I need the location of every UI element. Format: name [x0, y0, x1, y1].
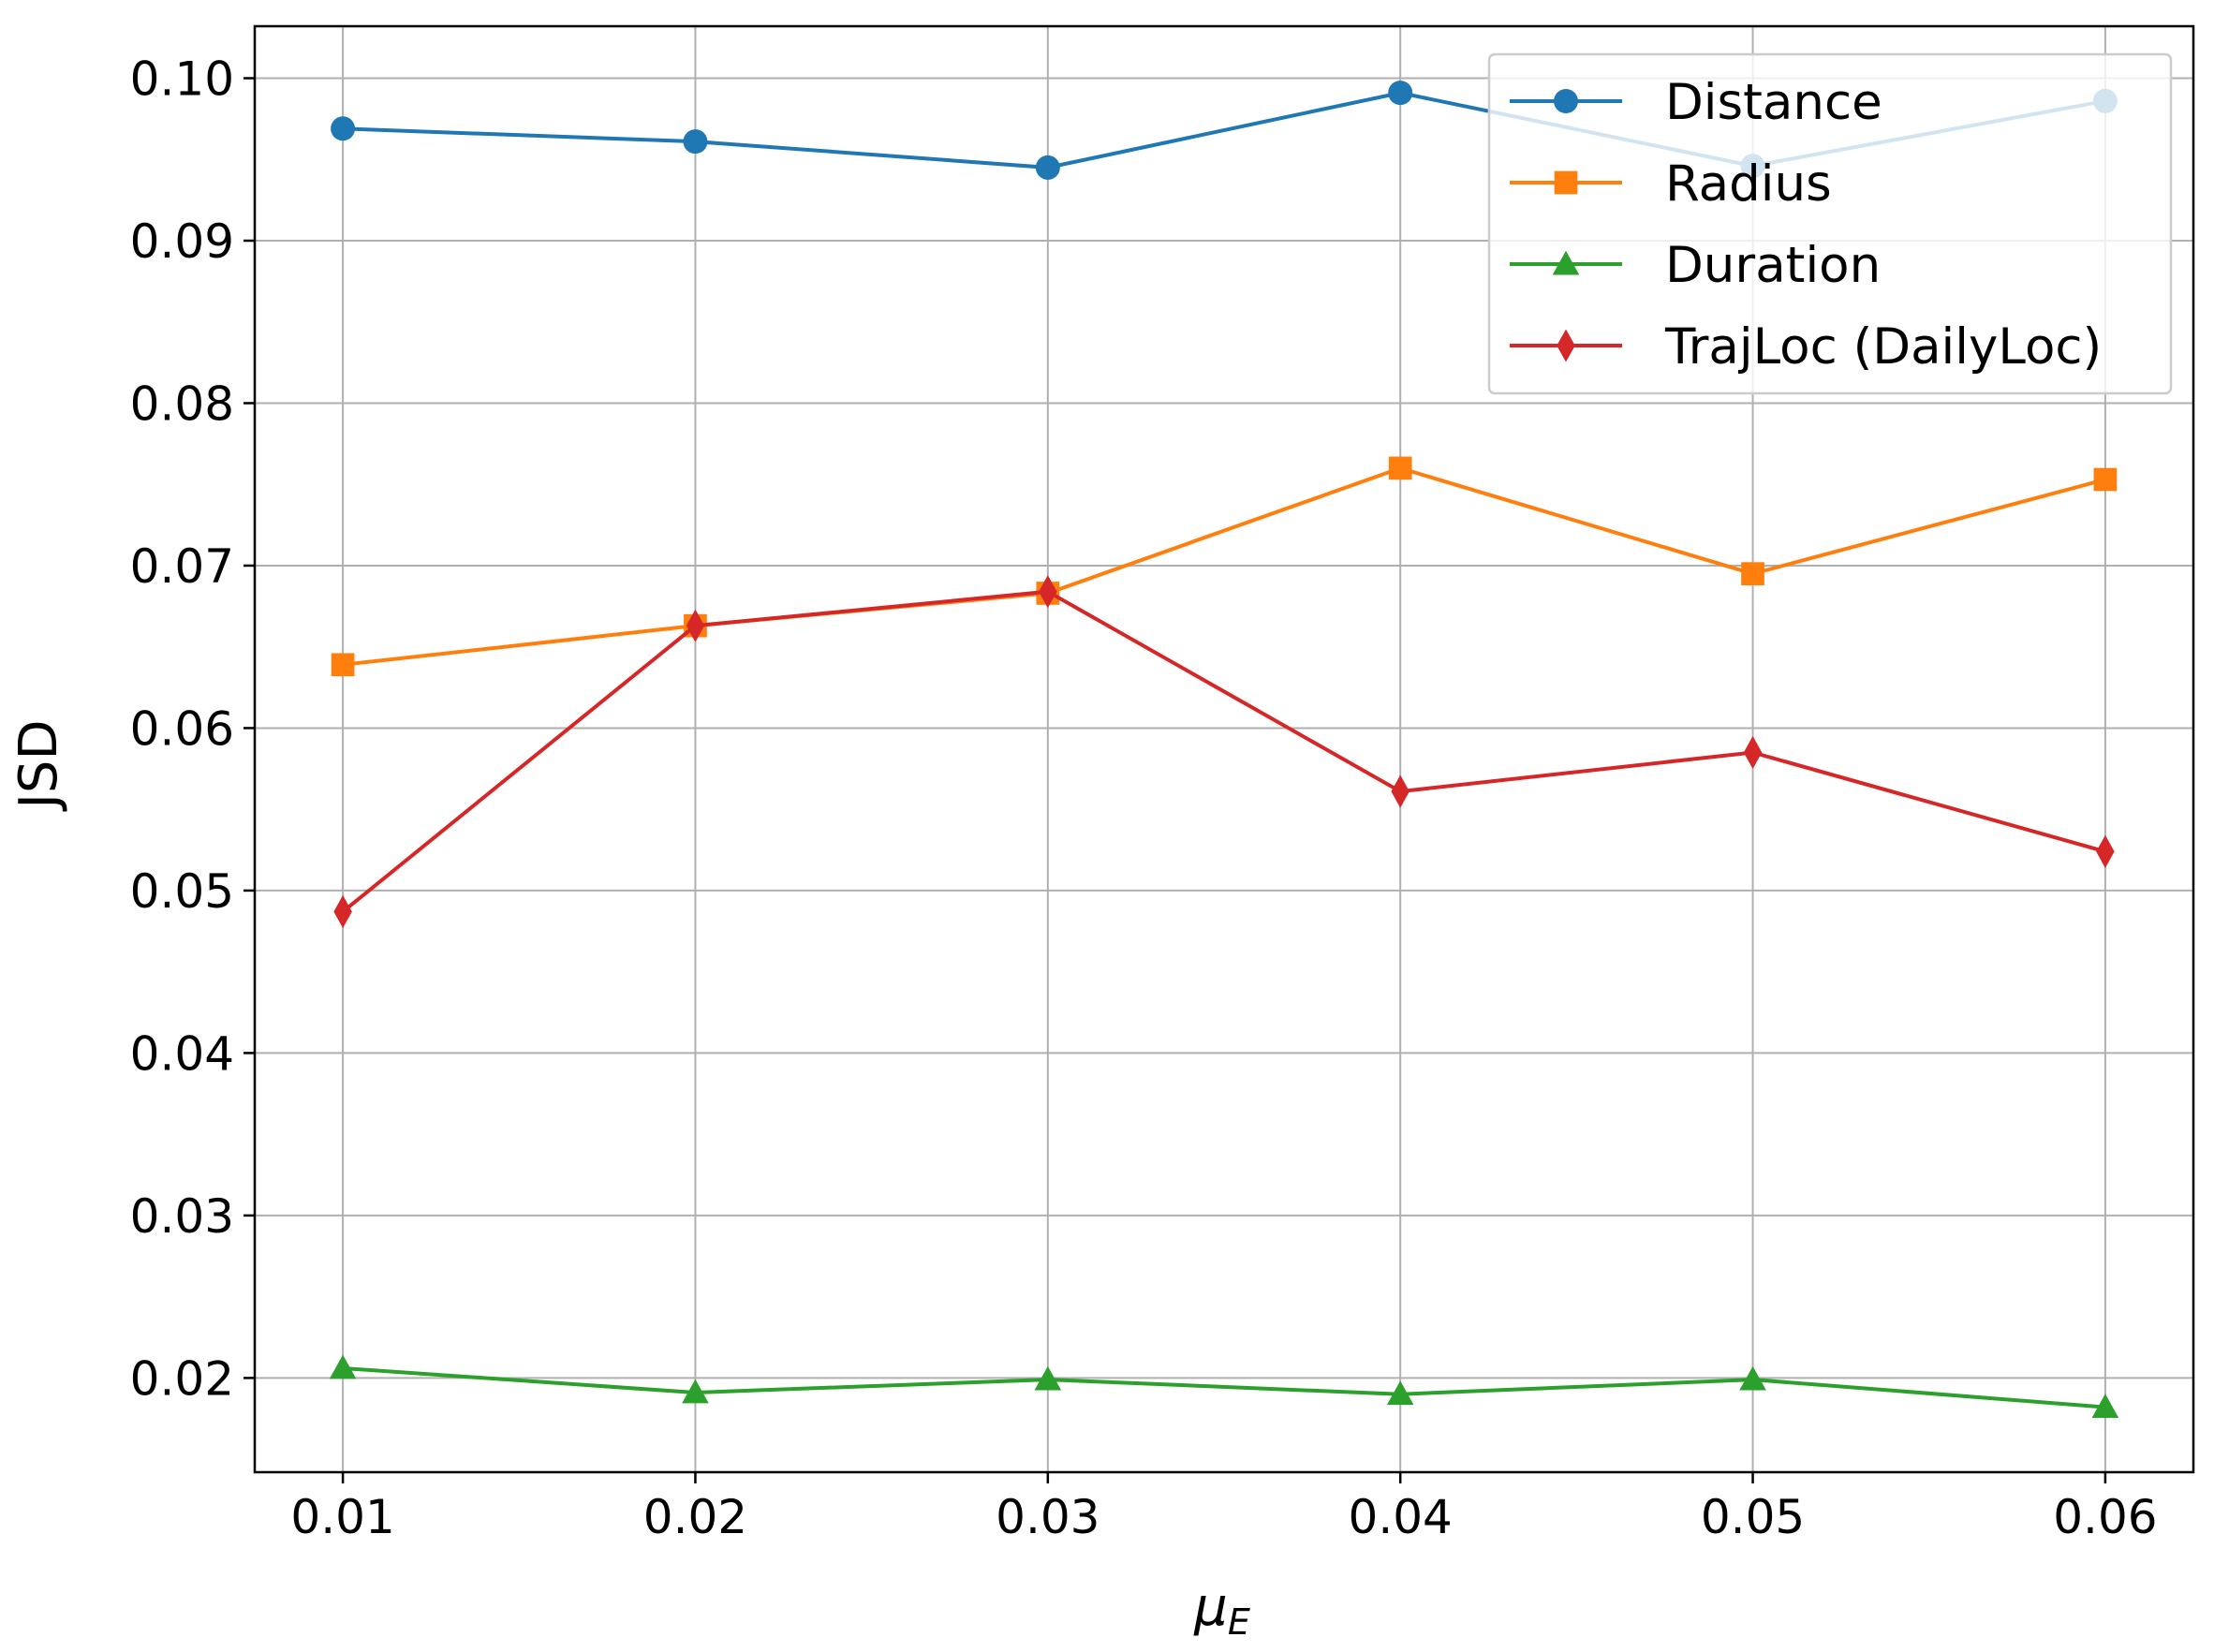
y-tick-label: 0.02	[130, 1351, 234, 1406]
x-tick-label: 0.06	[2053, 1490, 2157, 1544]
y-tick-label: 0.10	[130, 52, 234, 107]
data-point-distance	[1388, 81, 1413, 106]
data-point-trajloc-dailyloc	[686, 609, 705, 642]
axis-ticks: 0.01 0.02 0.03 0.04 0.05 0.06 0.02 0.03 0.04 0.05…	[130, 52, 2158, 1544]
legend-item-radius: Radius	[1510, 155, 1832, 213]
data-point-trajloc-dailyloc	[333, 894, 352, 929]
legend-label: TrajLoc (DailyLoc)	[1664, 318, 2102, 376]
x-axis-label: μE	[1193, 1577, 1250, 1643]
data-point-radius	[2093, 467, 2118, 492]
plot-frame	[253, 24, 2195, 1474]
data-point-radius	[1388, 456, 1412, 480]
legend-item-distance: Distance	[1510, 74, 1882, 131]
data-point-distance	[683, 129, 708, 155]
data-point-duration	[1739, 1365, 1766, 1391]
x-axis-label-symbol: μ	[1193, 1577, 1228, 1638]
x-axis-label-subscript: E	[1228, 1601, 1250, 1643]
y-tick-label: 0.05	[130, 864, 234, 919]
series-line-trajloc-dailyloc	[341, 589, 2106, 914]
y-tick-label: 0.04	[130, 1026, 234, 1081]
y-tick-label: 0.09	[130, 214, 234, 269]
legend-marker	[1552, 250, 1580, 275]
data-point-duration	[1386, 1380, 1414, 1406]
data-point-trajloc-dailyloc	[1039, 575, 1057, 609]
data-point-trajloc-dailyloc	[1743, 735, 1763, 770]
legend-box	[1487, 52, 2173, 395]
data-point-radius	[1741, 562, 1764, 585]
data-point-trajloc-dailyloc	[2096, 834, 2115, 868]
legend-item-duration: Duration	[1510, 237, 1881, 294]
y-tick-label: 0.08	[130, 376, 234, 431]
series-duration	[329, 1354, 2119, 1419]
series-line-duration	[342, 1365, 2106, 1409]
legend-marker	[1554, 89, 1578, 113]
data-point-duration	[682, 1379, 709, 1404]
y-axis-label: JSD	[8, 719, 69, 811]
data-point-radius	[331, 653, 355, 677]
legend-item-trajloc-dailyloc: TrajLoc (DailyLoc)	[1510, 318, 2102, 376]
legend-marker	[1554, 170, 1578, 195]
data-point-distance	[1035, 155, 1060, 180]
y-tick-label: 0.03	[130, 1189, 234, 1244]
data-point-distance	[331, 116, 356, 141]
legend-label: Duration	[1665, 237, 1881, 294]
y-tick-label: 0.06	[130, 701, 234, 756]
x-tick-label: 0.02	[643, 1490, 747, 1544]
data-point-duration	[2091, 1394, 2119, 1419]
series-trajloc-dailyloc	[333, 575, 2115, 929]
series-line-radius	[342, 465, 2106, 667]
data-point-trajloc-dailyloc	[1391, 774, 1410, 808]
x-tick-label: 0.01	[290, 1490, 394, 1544]
y-tick-label: 0.07	[130, 539, 234, 594]
data-point-duration	[1034, 1365, 1062, 1391]
legend: Distance Radius Duration TrajLoc (DailyLoc)	[1487, 52, 2173, 395]
legend-marker	[1557, 329, 1575, 362]
x-tick-label: 0.05	[1701, 1490, 1805, 1544]
x-tick-label: 0.04	[1349, 1490, 1453, 1544]
x-tick-label: 0.03	[996, 1490, 1100, 1544]
legend-label: Distance	[1665, 74, 1882, 131]
data-point-duration	[329, 1354, 357, 1379]
legend-label: Radius	[1665, 155, 1832, 213]
